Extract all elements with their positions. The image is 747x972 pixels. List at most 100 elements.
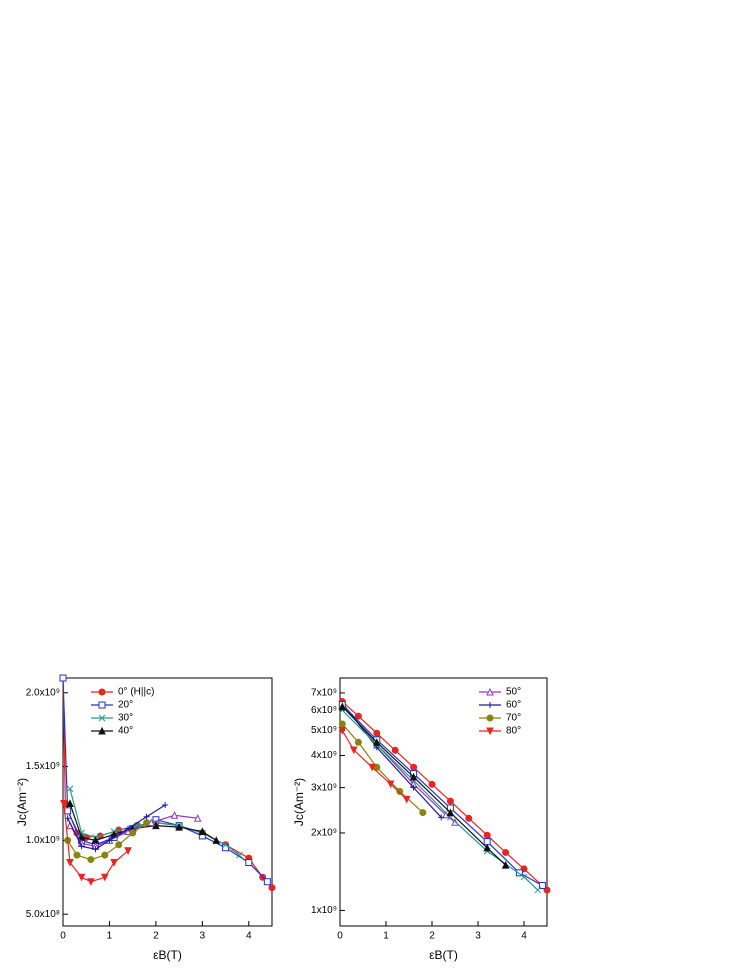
marker <box>101 851 109 859</box>
marker <box>428 780 436 788</box>
marker <box>87 856 95 864</box>
marker <box>534 886 542 894</box>
plot-frame <box>62 677 273 927</box>
marker <box>419 809 427 817</box>
y-tick-label: 5x10⁹ <box>311 725 337 736</box>
x-tick-label: 2 <box>429 931 435 942</box>
legend-marker <box>486 687 494 696</box>
legend-marker <box>486 727 494 736</box>
y-tick-label: 1x10⁹ <box>311 905 337 916</box>
x-tick-label: 0 <box>337 931 343 942</box>
marker <box>198 827 207 836</box>
marker <box>372 738 381 746</box>
marker <box>162 801 169 808</box>
marker <box>410 784 417 791</box>
marker <box>106 837 113 844</box>
legend-label: 60° <box>506 700 521 711</box>
marker <box>66 785 74 793</box>
marker <box>66 859 74 867</box>
marker <box>349 746 358 755</box>
marker <box>483 843 492 852</box>
marker <box>483 831 491 839</box>
marker <box>338 720 346 728</box>
marker <box>386 780 395 789</box>
x-tick-label: 1 <box>107 931 113 942</box>
x-tick-label: 4 <box>246 931 252 942</box>
marker <box>446 797 454 805</box>
marker <box>129 829 137 837</box>
marker <box>263 878 271 886</box>
marker <box>409 772 418 781</box>
marker <box>60 799 68 808</box>
marker <box>368 763 377 772</box>
marker <box>92 846 99 853</box>
marker <box>236 851 243 859</box>
marker <box>143 819 151 827</box>
marker <box>338 727 347 735</box>
y-tick-label: 2x10⁹ <box>311 828 337 839</box>
y-axis-label: Jc(Am⁻²) <box>292 778 306 826</box>
marker <box>268 884 276 892</box>
marker <box>59 674 67 682</box>
x-tick-label: 3 <box>475 931 481 942</box>
legend-marker <box>98 714 106 722</box>
marker <box>502 848 510 856</box>
plot-frame <box>339 677 548 927</box>
series-line <box>69 814 198 847</box>
marker <box>373 729 381 737</box>
marker <box>110 859 118 867</box>
legend-marker <box>486 714 494 722</box>
marker <box>396 787 404 795</box>
x-tick-label: 2 <box>153 931 159 942</box>
marker <box>193 814 202 822</box>
marker <box>115 841 123 849</box>
marker <box>354 738 362 746</box>
marker <box>73 851 81 859</box>
marker <box>222 841 229 849</box>
marker <box>125 825 132 832</box>
marker <box>175 822 183 831</box>
y-tick-label: 7x10⁹ <box>311 688 337 699</box>
marker <box>501 860 510 869</box>
marker <box>410 763 418 771</box>
y-axis-label: Jc(Am⁻²) <box>15 778 29 826</box>
legend-label: 40° <box>118 726 133 737</box>
marker <box>170 811 179 819</box>
marker <box>78 843 85 850</box>
x-tick-label: 4 <box>521 931 527 942</box>
marker <box>402 795 411 804</box>
y-tick-label: 2.0x10⁹ <box>26 687 60 698</box>
marker <box>520 873 528 881</box>
series-line <box>69 803 217 842</box>
x-tick-label: 1 <box>383 931 389 942</box>
marker <box>66 799 74 807</box>
marker <box>446 808 455 817</box>
marker <box>100 873 109 882</box>
y-tick-label: 3x10⁹ <box>311 782 337 793</box>
y-tick-label: 1.0x10⁹ <box>26 835 60 846</box>
marker <box>87 878 95 886</box>
series-line <box>341 701 548 891</box>
marker <box>438 814 445 821</box>
legend-marker <box>487 702 493 708</box>
legend-label: 70° <box>506 713 521 724</box>
y-tick-label: 1.5x10⁹ <box>26 761 60 772</box>
marker <box>515 869 523 877</box>
marker <box>143 813 150 820</box>
marker <box>338 702 347 710</box>
legend-label: 0° (H||c) <box>118 687 154 698</box>
legend-label: 50° <box>506 687 521 698</box>
legend-label: 30° <box>118 713 133 724</box>
marker <box>245 859 253 867</box>
marker <box>124 847 132 855</box>
y-tick-label: 4x10⁹ <box>311 750 337 761</box>
marker <box>77 873 86 882</box>
y-tick-label: 5.0x10⁸ <box>26 909 60 920</box>
legend-marker <box>98 688 106 696</box>
legend-label: 80° <box>506 726 521 737</box>
legend-label: 20° <box>118 700 133 711</box>
marker <box>538 881 546 889</box>
x-tick-label: 0 <box>60 931 66 942</box>
x-axis-label: εB(T) <box>429 948 458 962</box>
